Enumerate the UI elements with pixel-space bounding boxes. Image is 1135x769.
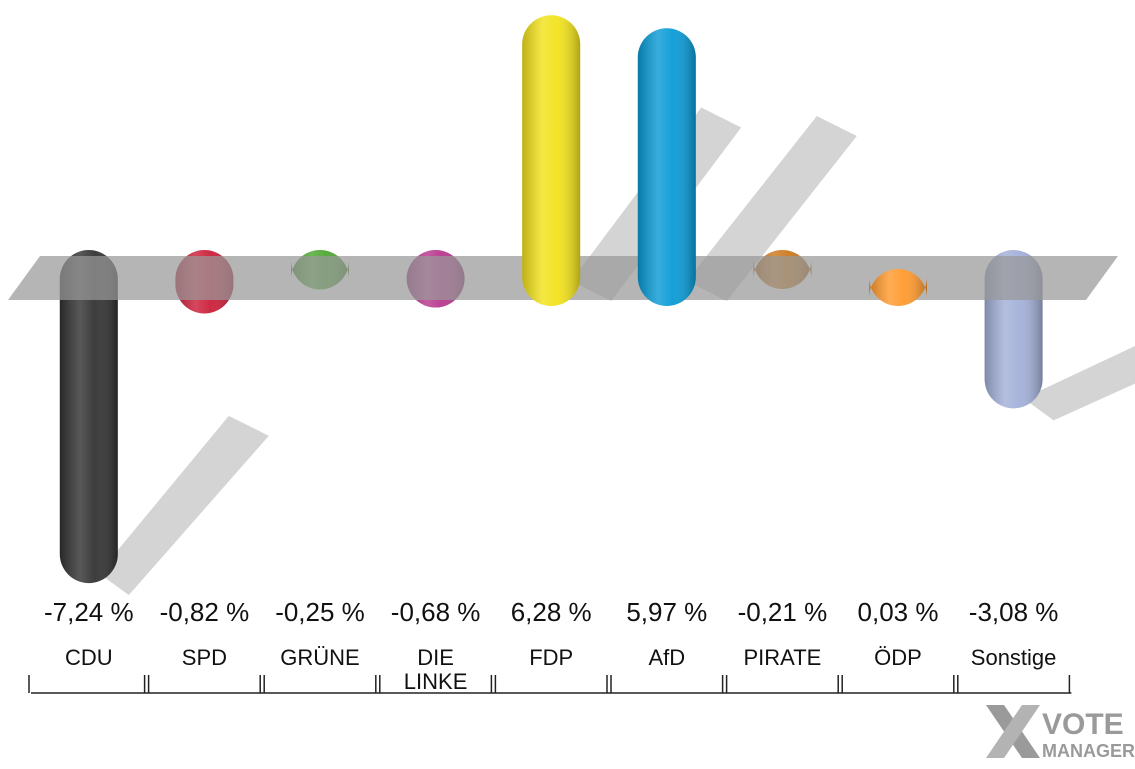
bar-shadow-cdu xyxy=(98,415,269,596)
logo-manager-text: MANAGER xyxy=(1042,741,1135,761)
value-label-cdu: -7,24 % xyxy=(44,597,134,627)
bar-afd xyxy=(637,28,696,306)
value-label-spd: -0,82 % xyxy=(160,597,250,627)
value-label-afd: 5,97 % xyxy=(626,597,707,627)
category-label-fdp: FDP xyxy=(529,645,573,670)
category-label-cdu: CDU xyxy=(65,645,113,670)
category-label-spd: SPD xyxy=(182,645,227,670)
category-label-die-linke: LINKE xyxy=(404,669,468,694)
value-label-pirate: -0,21 % xyxy=(738,597,828,627)
bar-cdu xyxy=(59,250,118,584)
category-label-pirate: PIRATE xyxy=(743,645,821,670)
logo-vote-text: VOTE xyxy=(1042,708,1124,741)
bar-fdp xyxy=(522,15,581,307)
category-label-sonstige: Sonstige xyxy=(971,645,1057,670)
bar-shadow-afd xyxy=(686,116,857,301)
category-label-ödp: ÖDP xyxy=(874,645,922,670)
value-label-fdp: 6,28 % xyxy=(511,597,592,627)
category-label-afd: AfD xyxy=(648,645,685,670)
value-label-die-linke: -0,68 % xyxy=(391,597,481,627)
value-label-grüne: -0,25 % xyxy=(275,597,365,627)
x-mark-icon xyxy=(986,705,1040,758)
bar-shadow-sonstige xyxy=(1023,345,1135,421)
vote-manager-logo: VOTE MANAGER xyxy=(986,705,1135,761)
category-label-grüne: GRÜNE xyxy=(280,645,359,670)
bars-above-zero xyxy=(522,15,927,307)
value-label-ödp: 0,03 % xyxy=(858,597,939,627)
bar-ödp xyxy=(869,269,927,306)
category-label-die-linke: DIE xyxy=(417,645,454,670)
bar-shadows xyxy=(98,107,1135,596)
category-axis xyxy=(28,675,1072,694)
value-labels: -7,24 % -0,82 % -0,25 % -0,68 % 6,28 % 5,97 %… xyxy=(44,597,1058,627)
value-label-sonstige: -3,08 % xyxy=(969,597,1059,627)
